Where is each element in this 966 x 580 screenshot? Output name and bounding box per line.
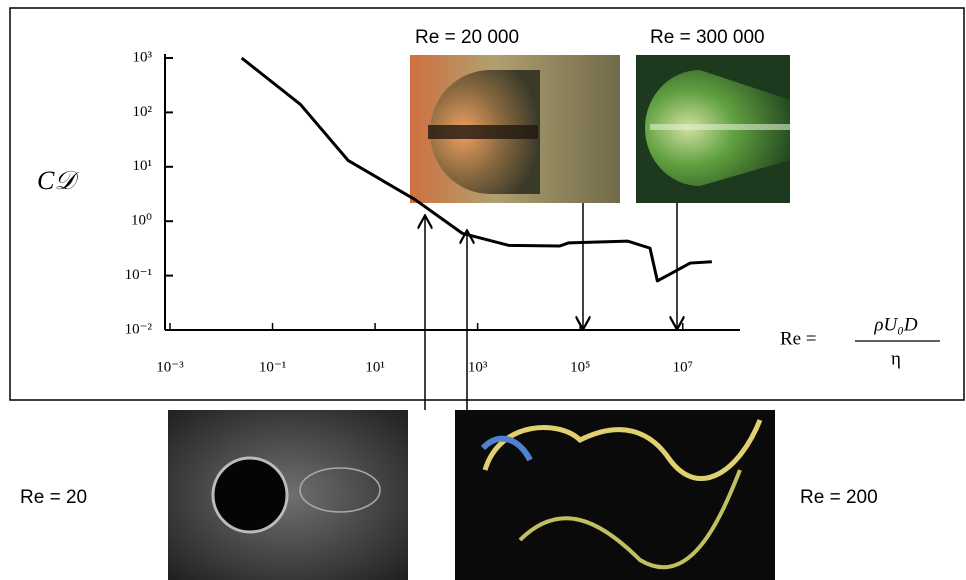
annotation: Re = 300 000	[650, 27, 765, 48]
y-tick-label: 10⁰	[131, 213, 152, 229]
y-tick-label: 10⁻¹	[125, 267, 152, 283]
photo-re-20	[168, 410, 408, 580]
x-tick-label: 10³	[468, 359, 488, 375]
x-tick-label: 10⁻³	[156, 359, 184, 375]
x-tick-label: 10⁵	[570, 359, 590, 375]
x-axis-label-lhs: Re =	[780, 328, 817, 349]
chart: C𝒟 Re = ρU₀D η Re = 20 000 Re = 300 000 …	[0, 0, 966, 580]
annotation: Re = 20	[20, 487, 87, 508]
x-axis-label-numerator: ρU₀D	[873, 314, 917, 335]
annotation: Re = 200	[800, 487, 878, 508]
y-axis-label: C𝒟	[37, 166, 79, 195]
x-tick-label: 10⁷	[673, 359, 693, 375]
photo-re-20000	[410, 55, 620, 203]
annotation: Re = 20 000	[415, 27, 519, 48]
x-axis-label-denominator: η	[891, 348, 901, 369]
photo-re-200	[455, 410, 775, 580]
y-tick-label: 10²	[133, 104, 153, 120]
y-tick-label: 10⁻²	[125, 321, 153, 337]
photo-re-300000	[636, 55, 790, 203]
x-tick-label: 10¹	[365, 359, 385, 375]
y-tick-label: 10³	[133, 49, 153, 65]
x-tick-label: 10⁻¹	[259, 359, 286, 375]
y-tick-label: 10¹	[133, 158, 153, 174]
